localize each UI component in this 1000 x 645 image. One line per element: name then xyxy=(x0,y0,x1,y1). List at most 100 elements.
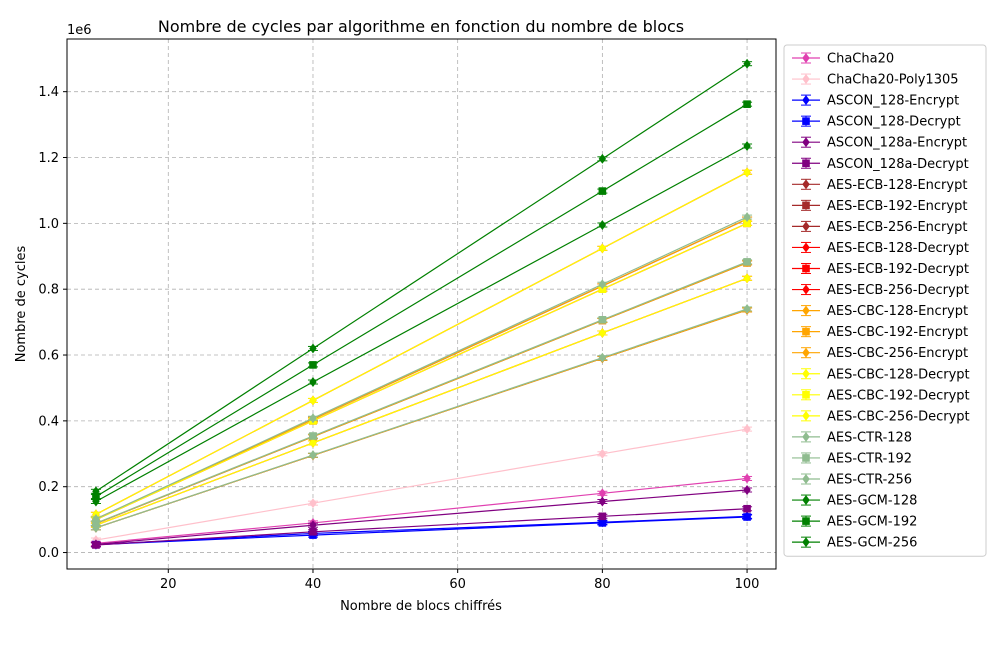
legend-item: AES-CBC-256-Encrypt xyxy=(792,346,968,361)
x-tick-label: 80 xyxy=(594,577,611,592)
legend-marker xyxy=(802,53,810,63)
legend-marker xyxy=(802,431,810,442)
data-point xyxy=(598,352,607,363)
data-point xyxy=(743,303,751,314)
legend-label: ChaCha20 xyxy=(827,52,894,67)
legend-marker xyxy=(802,221,810,232)
legend: ChaCha20 ChaCha20-Poly1305 ASCON_128-Encry… xyxy=(783,44,987,557)
legend-label: AES-ECB-128-Decrypt xyxy=(827,241,969,256)
series-line xyxy=(95,277,748,526)
legend-item: AES-GCM-256 xyxy=(792,536,917,551)
data-point xyxy=(598,328,607,338)
series-line xyxy=(95,516,748,546)
legend-item: AES-CTR-128 xyxy=(792,430,912,445)
legend-item: AES-CBC-192-Decrypt xyxy=(792,388,970,403)
legend-label: ASCON_128a-Encrypt xyxy=(827,136,967,151)
data-point xyxy=(598,316,607,324)
legend-marker xyxy=(802,474,810,484)
series-line xyxy=(95,63,748,492)
legend-label: AES-CBC-128-Encrypt xyxy=(827,304,968,319)
data-point xyxy=(743,141,751,151)
legend-label: AES-ECB-256-Decrypt xyxy=(827,283,969,298)
data-point xyxy=(598,488,607,499)
data-point xyxy=(598,519,607,527)
legend-label: AES-CBC-192-Decrypt xyxy=(827,388,970,403)
legend-marker xyxy=(802,454,810,462)
x-tick-label: 40 xyxy=(305,577,322,592)
series-line xyxy=(95,261,748,524)
legend-item: AES-CTR-192 xyxy=(792,451,912,466)
series-AES-GCM-256 xyxy=(90,58,753,497)
legend-label: AES-CBC-192-Encrypt xyxy=(827,325,968,340)
legend-marker xyxy=(802,368,810,379)
data-point xyxy=(598,220,607,230)
y-tick-label: 0.8 xyxy=(38,283,59,298)
series-line xyxy=(95,428,748,541)
legend-label: AES-CBC-256-Decrypt xyxy=(827,409,970,424)
legend-label: AES-ECB-192-Encrypt xyxy=(827,199,967,214)
legend-label: AES-GCM-192 xyxy=(827,515,917,530)
legend-label: AES-GCM-256 xyxy=(827,536,917,551)
y-tick-label: 0.0 xyxy=(38,546,59,561)
legend-marker xyxy=(802,305,810,316)
y-tick-label: 0.4 xyxy=(38,414,59,429)
x-axis-label: Nombre de blocs chiffrés xyxy=(340,599,502,614)
grid xyxy=(67,39,776,569)
legend-marker xyxy=(802,537,810,548)
legend-label: ASCON_128-Decrypt xyxy=(827,115,961,130)
legend-label: AES-CTR-128 xyxy=(827,430,912,445)
legend-item: AES-ECB-256-Encrypt xyxy=(792,220,967,235)
x-tick-label: 20 xyxy=(160,577,177,592)
legend-label: AES-ECB-256-Encrypt xyxy=(827,220,967,235)
series-AES-CTR-128 xyxy=(90,303,753,533)
legend-label: AES-GCM-128 xyxy=(827,494,917,509)
series-line xyxy=(95,222,748,521)
data-point xyxy=(743,424,751,435)
data-point xyxy=(92,541,100,549)
series-line xyxy=(95,477,748,544)
plot-area-frame xyxy=(66,38,777,570)
series-AES-CBC-192-Decrypt xyxy=(90,219,753,524)
data-point xyxy=(743,212,751,223)
series-ASCON_128-Decrypt xyxy=(90,513,753,549)
legend-label: AES-CTR-192 xyxy=(827,451,912,466)
legend-label: AES-CTR-256 xyxy=(827,473,912,488)
y-tick-label: 1.0 xyxy=(38,217,59,232)
series-ASCON_128a-Encrypt xyxy=(90,485,753,550)
series-ASCON_128a-Decrypt xyxy=(90,504,753,549)
data-point xyxy=(309,395,317,406)
series-AES-GCM-192 xyxy=(90,100,753,501)
legend-marker xyxy=(802,327,810,336)
data-point xyxy=(598,448,607,459)
data-point xyxy=(598,153,607,164)
data-point xyxy=(598,187,607,195)
legend-item: AES-CBC-192-Encrypt xyxy=(792,325,968,340)
legend-marker xyxy=(802,74,810,85)
data-point xyxy=(743,485,751,495)
legend-item: AES-GCM-128 xyxy=(792,494,917,509)
legend-item: ChaCha20-Poly1305 xyxy=(792,73,959,88)
data-point xyxy=(309,343,317,354)
legend-item: ChaCha20 xyxy=(792,52,894,67)
data-point xyxy=(743,473,751,484)
legend-marker xyxy=(802,159,810,168)
series-line xyxy=(95,489,748,545)
data-point xyxy=(743,513,751,521)
data-point xyxy=(743,258,751,266)
legend-marker xyxy=(802,391,810,399)
y-tick-label: 1.2 xyxy=(38,151,59,166)
legend-marker xyxy=(802,201,810,210)
series-line xyxy=(95,508,748,546)
series-AES-CBC-256-Decrypt xyxy=(90,167,753,520)
legend-item: AES-CTR-256 xyxy=(792,473,912,488)
data-point xyxy=(743,167,751,178)
data-point xyxy=(743,58,751,69)
y-tick-label: 0.2 xyxy=(38,480,59,495)
legend-label: AES-CBC-256-Encrypt xyxy=(827,346,968,361)
legend-marker xyxy=(802,179,810,190)
data-point xyxy=(743,100,751,108)
data-point xyxy=(743,273,751,284)
legend-item: ASCON_128-Encrypt xyxy=(792,94,959,109)
data-point xyxy=(598,512,607,521)
